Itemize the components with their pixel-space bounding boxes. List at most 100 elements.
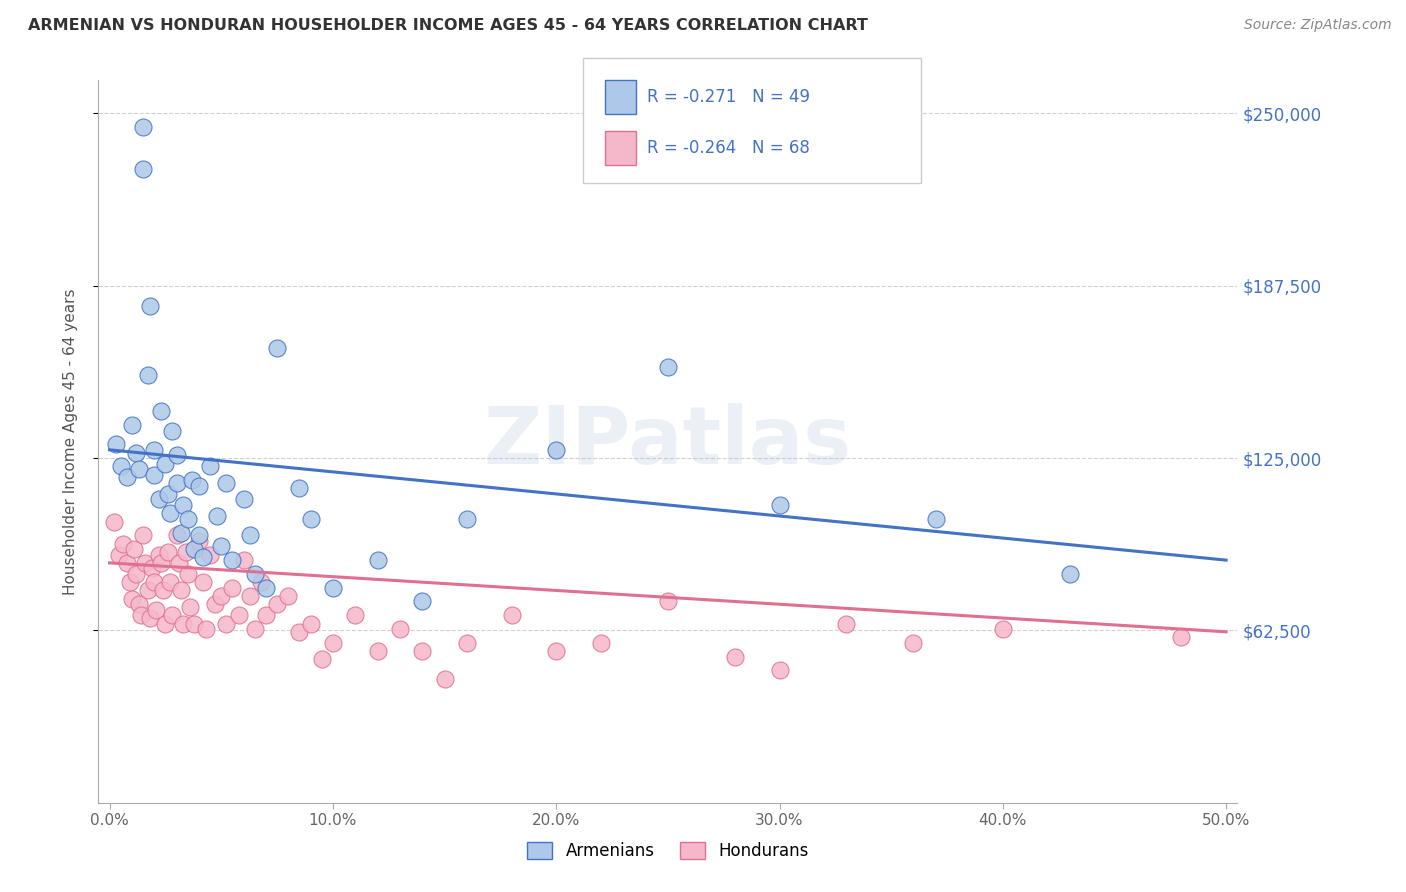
- Point: [103, 515, 125, 529]
- Point: [105, 437, 128, 451]
- Point: [433, 672, 456, 686]
- Point: [209, 539, 232, 553]
- Point: [136, 368, 159, 383]
- Point: [156, 487, 179, 501]
- Point: [239, 589, 262, 603]
- Point: [546, 442, 568, 457]
- Point: [221, 553, 243, 567]
- Point: [160, 424, 183, 438]
- Point: [991, 622, 1014, 636]
- Point: [232, 492, 254, 507]
- Point: [156, 545, 179, 559]
- Point: [121, 591, 143, 606]
- Point: [172, 616, 194, 631]
- Point: [288, 482, 311, 496]
- Point: [159, 506, 181, 520]
- Point: [107, 548, 129, 562]
- Point: [299, 512, 322, 526]
- Point: [117, 470, 139, 484]
- Point: [134, 556, 156, 570]
- Point: [243, 622, 266, 636]
- Point: [159, 575, 181, 590]
- Point: [166, 528, 188, 542]
- Point: [177, 512, 200, 526]
- Point: [215, 475, 238, 490]
- Text: ARMENIAN VS HONDURAN HOUSEHOLDER INCOME AGES 45 - 64 YEARS CORRELATION CHART: ARMENIAN VS HONDURAN HOUSEHOLDER INCOME …: [28, 18, 868, 33]
- Point: [411, 594, 433, 608]
- Point: [170, 583, 193, 598]
- Point: [145, 603, 167, 617]
- Point: [148, 492, 170, 507]
- Point: [152, 583, 174, 598]
- Point: [266, 597, 288, 611]
- Point: [177, 566, 200, 581]
- Point: [768, 498, 790, 512]
- Point: [193, 575, 215, 590]
- Point: [129, 608, 152, 623]
- Point: [122, 542, 145, 557]
- Point: [322, 636, 344, 650]
- Point: [546, 644, 568, 658]
- Point: [228, 608, 250, 623]
- Point: [925, 512, 948, 526]
- Point: [174, 545, 197, 559]
- Point: [266, 341, 288, 355]
- Point: [299, 616, 322, 631]
- Point: [209, 589, 232, 603]
- Point: [136, 583, 159, 598]
- Point: [172, 498, 194, 512]
- Point: [149, 556, 172, 570]
- Point: [198, 548, 221, 562]
- Point: [187, 478, 209, 492]
- Point: [143, 575, 166, 590]
- Point: [657, 360, 679, 375]
- Point: [254, 581, 277, 595]
- Point: [143, 442, 166, 457]
- Point: [411, 644, 433, 658]
- Text: ZIPatlas: ZIPatlas: [484, 402, 852, 481]
- Point: [143, 467, 166, 482]
- Point: [657, 594, 679, 608]
- Point: [121, 417, 143, 432]
- Point: [221, 581, 243, 595]
- Point: [128, 462, 150, 476]
- Point: [344, 608, 367, 623]
- Point: [118, 575, 141, 590]
- Point: [132, 161, 155, 176]
- Point: [117, 556, 139, 570]
- Point: [1170, 631, 1192, 645]
- Point: [187, 533, 209, 548]
- Text: R = -0.264   N = 68: R = -0.264 N = 68: [647, 139, 810, 157]
- Point: [903, 636, 925, 650]
- Point: [311, 652, 333, 666]
- Point: [456, 636, 478, 650]
- Point: [322, 581, 344, 595]
- Point: [239, 528, 262, 542]
- Point: [167, 556, 190, 570]
- Point: [388, 622, 411, 636]
- Point: [141, 561, 163, 575]
- Point: [724, 649, 747, 664]
- Point: [254, 608, 277, 623]
- Point: [232, 553, 254, 567]
- Point: [194, 622, 217, 636]
- Point: [166, 475, 188, 490]
- Point: [367, 553, 389, 567]
- Point: [243, 566, 266, 581]
- Point: [148, 548, 170, 562]
- Point: [132, 120, 155, 135]
- Point: [193, 550, 215, 565]
- Point: [170, 525, 193, 540]
- Point: [205, 508, 228, 523]
- Point: [589, 636, 612, 650]
- Y-axis label: Householder Income Ages 45 - 64 years: Householder Income Ages 45 - 64 years: [63, 288, 77, 595]
- Point: [166, 448, 188, 462]
- Point: [768, 664, 790, 678]
- Point: [160, 608, 183, 623]
- Point: [179, 599, 201, 614]
- Point: [128, 597, 150, 611]
- Text: R = -0.271   N = 49: R = -0.271 N = 49: [647, 88, 810, 106]
- Point: [456, 512, 478, 526]
- Point: [198, 459, 221, 474]
- Point: [204, 597, 226, 611]
